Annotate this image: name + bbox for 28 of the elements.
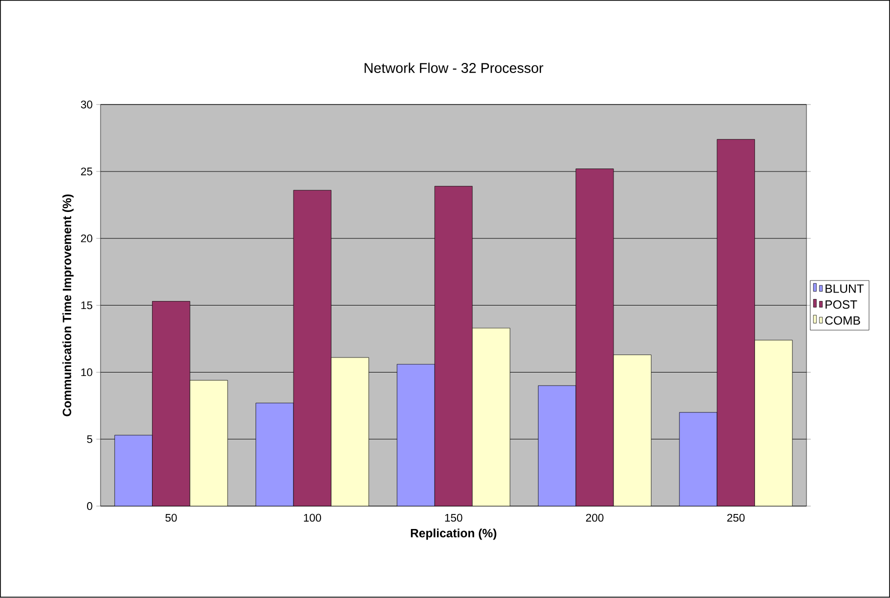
- legend-label: POST: [826, 300, 858, 309]
- legend-label: BLUNT: [826, 284, 864, 294]
- x-tick-label: 150: [445, 514, 462, 522]
- y-tick-label: 25: [81, 168, 92, 176]
- bar: [152, 301, 190, 506]
- y-tick-label: 5: [87, 436, 92, 444]
- chart-title: Network Flow - 32 Processor: [364, 62, 544, 74]
- bar: [538, 386, 576, 506]
- bar: [256, 403, 294, 506]
- y-tick-label: 20: [81, 234, 92, 242]
- bar: [293, 190, 332, 506]
- bar: [679, 412, 718, 506]
- y-tick-label: 10: [81, 368, 92, 376]
- bar: [396, 364, 435, 506]
- y-tick-label: 15: [81, 302, 92, 310]
- bar: [716, 139, 755, 506]
- x-tick-label: 50: [165, 514, 177, 522]
- x-tick-label: 250: [727, 514, 745, 522]
- bar: [114, 435, 153, 506]
- x-tick-label: 200: [586, 514, 604, 522]
- bar: [576, 168, 614, 506]
- y-axis-title: Communication Time Improvement (%): [62, 194, 74, 416]
- x-axis-title: Replication (%): [410, 528, 496, 540]
- legend-label: COMB: [825, 316, 860, 325]
- bar: [434, 186, 473, 506]
- x-tick-label: 100: [304, 514, 322, 522]
- y-tick-label: 0: [87, 502, 92, 510]
- y-tick-label: 30: [80, 100, 92, 109]
